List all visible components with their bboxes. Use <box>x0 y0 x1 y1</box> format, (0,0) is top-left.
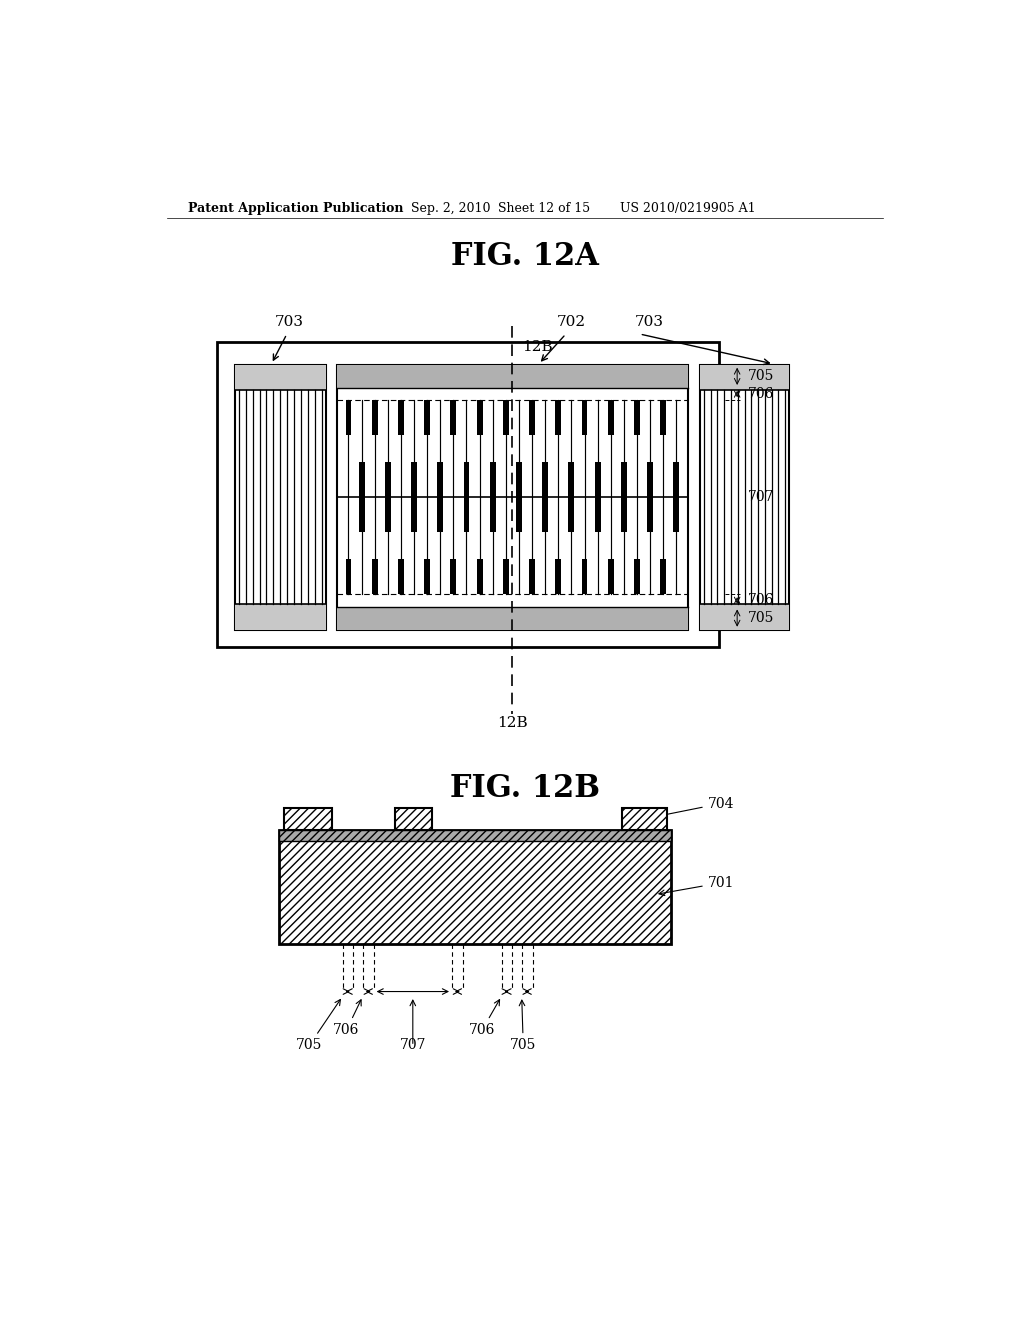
Text: 705: 705 <box>748 370 774 383</box>
Bar <box>234 364 326 391</box>
Bar <box>595 462 601 498</box>
Text: 705: 705 <box>296 999 340 1052</box>
Bar <box>674 462 679 498</box>
Bar <box>647 498 653 532</box>
Bar <box>217 342 719 647</box>
Text: 703: 703 <box>274 315 304 329</box>
Bar <box>621 462 627 498</box>
Text: 706: 706 <box>748 594 774 607</box>
Bar <box>529 560 535 594</box>
Bar <box>451 560 457 594</box>
Bar <box>358 462 365 498</box>
Bar <box>372 560 378 594</box>
Text: 703: 703 <box>634 315 664 329</box>
Bar <box>608 400 613 436</box>
Bar <box>700 364 790 630</box>
Bar <box>582 400 588 436</box>
Bar <box>608 560 613 594</box>
Text: US 2010/0219905 A1: US 2010/0219905 A1 <box>621 202 756 215</box>
Bar <box>385 462 391 498</box>
Bar <box>476 400 482 436</box>
Bar <box>345 400 351 436</box>
Bar <box>451 400 457 436</box>
Bar <box>358 498 365 532</box>
Bar <box>503 400 509 436</box>
Bar <box>634 560 640 594</box>
Bar <box>464 498 469 532</box>
Text: 707: 707 <box>399 1039 426 1052</box>
Bar <box>529 400 535 436</box>
Text: Sep. 2, 2010: Sep. 2, 2010 <box>411 202 490 215</box>
Bar <box>516 462 522 498</box>
Bar <box>660 400 667 436</box>
Bar <box>437 462 443 498</box>
Text: 12B: 12B <box>521 341 552 354</box>
Bar <box>337 364 687 388</box>
Bar <box>424 400 430 436</box>
Text: 702: 702 <box>557 315 586 329</box>
Bar <box>595 498 601 532</box>
Bar <box>345 560 351 594</box>
Bar <box>385 498 391 532</box>
Text: 705: 705 <box>510 1001 537 1052</box>
Bar <box>489 498 496 532</box>
Bar <box>464 462 469 498</box>
Bar <box>700 364 790 391</box>
Bar <box>337 364 687 630</box>
Bar <box>280 830 671 841</box>
Text: 706: 706 <box>334 999 361 1038</box>
Bar <box>411 462 417 498</box>
Bar <box>674 498 679 532</box>
Bar <box>398 400 403 436</box>
Bar <box>234 364 326 630</box>
Bar <box>280 830 671 944</box>
Text: FIG. 12B: FIG. 12B <box>450 772 600 804</box>
Text: 707: 707 <box>748 490 774 504</box>
Bar <box>424 560 430 594</box>
Text: 12B: 12B <box>497 715 527 730</box>
Bar <box>489 462 496 498</box>
Bar <box>503 560 509 594</box>
Bar <box>634 400 640 436</box>
Text: 705: 705 <box>748 611 774 626</box>
Bar <box>660 560 667 594</box>
Text: FIG. 12A: FIG. 12A <box>451 242 599 272</box>
Bar <box>395 808 432 830</box>
Bar <box>516 498 522 532</box>
Bar <box>476 560 482 594</box>
Text: Patent Application Publication: Patent Application Publication <box>188 202 403 215</box>
Bar <box>555 560 561 594</box>
Bar <box>700 605 790 630</box>
Bar <box>234 605 326 630</box>
Bar <box>437 498 443 532</box>
Text: 706: 706 <box>748 387 774 401</box>
Bar <box>284 808 332 830</box>
Bar <box>398 560 403 594</box>
Bar <box>647 462 653 498</box>
Bar <box>568 498 574 532</box>
Bar <box>337 607 687 630</box>
Bar <box>543 462 548 498</box>
Text: 701: 701 <box>659 876 734 895</box>
Text: 706: 706 <box>469 999 500 1038</box>
Bar <box>543 498 548 532</box>
Bar <box>582 560 588 594</box>
Text: Sheet 12 of 15: Sheet 12 of 15 <box>499 202 591 215</box>
Text: 704: 704 <box>647 796 734 820</box>
Bar <box>555 400 561 436</box>
Bar <box>568 462 574 498</box>
Bar <box>411 498 417 532</box>
Bar <box>622 808 667 830</box>
Bar <box>621 498 627 532</box>
Bar <box>372 400 378 436</box>
